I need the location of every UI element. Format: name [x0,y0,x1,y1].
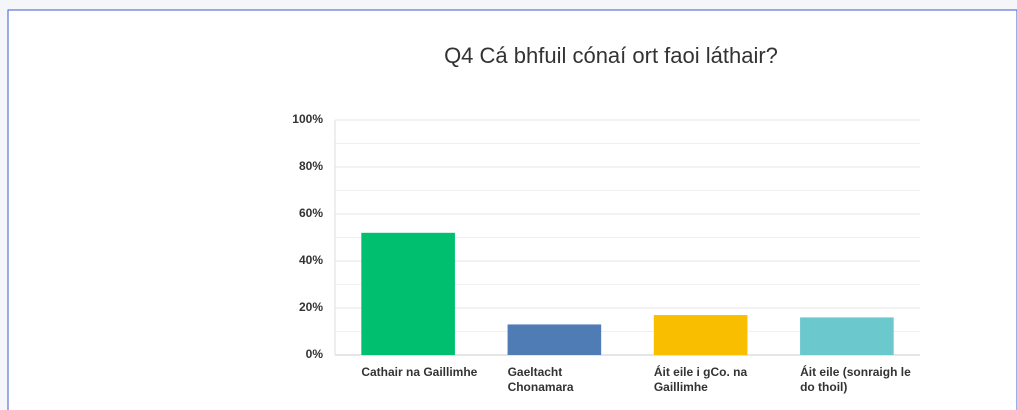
x-tick-label: Gaeltacht Chonamara [507,365,574,394]
x-tick-label-box: Cathair na Gaillimhe [361,365,478,379]
x-tick-label: Cathair na Gaillimhe [361,365,478,379]
y-tick-label: 80% [299,159,323,173]
y-tick-label: 40% [299,253,323,267]
bar [800,317,894,355]
bar [507,324,602,355]
y-tick-label: 20% [299,300,323,314]
x-tick-label: Áit eile i gCo. na Gaillimhe [653,365,748,394]
bar [653,315,748,355]
y-tick-label: 100% [292,112,323,126]
x-tick-label-box: Áit eile (sonraigh le do thoil) [800,365,911,394]
x-tick-label: Áit eile (sonraigh le do thoil) [800,365,911,394]
bar [361,232,455,355]
y-tick-label: 0% [306,347,324,361]
y-tick-label: 60% [299,206,323,220]
x-tick-label-box: Áit eile i gCo. na Gaillimhe [653,365,748,394]
chart-title: Q4 Cá bhfuil cónaí ort faoi láthair? [444,43,778,68]
x-tick-label-box: Gaeltacht Chonamara [507,365,574,394]
